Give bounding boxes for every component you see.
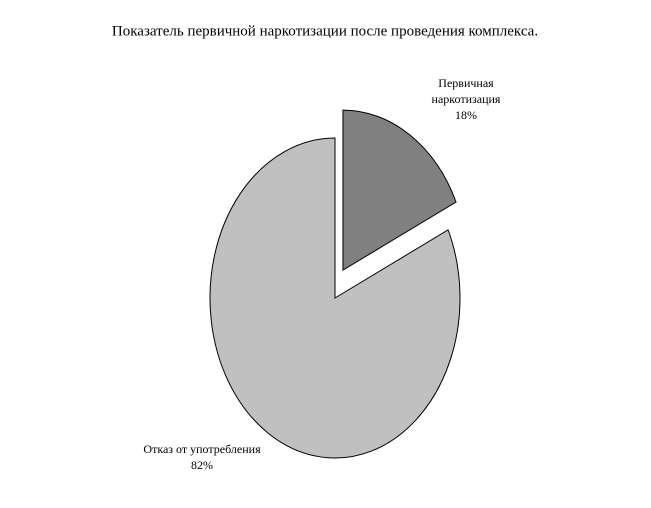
label-line: Первичная: [438, 76, 494, 90]
pie-slice: [209, 137, 461, 459]
slice-label: Первичная наркотизация: [432, 76, 501, 106]
value-label: 82%: [191, 458, 213, 472]
pie-slice: [342, 109, 457, 272]
label-line: наркотизация: [432, 92, 501, 106]
chart-title: Показатель первичной наркотизации после …: [112, 23, 538, 39]
value-label: 18%: [455, 108, 477, 122]
slice-label: Отказ от употребления: [143, 442, 261, 456]
